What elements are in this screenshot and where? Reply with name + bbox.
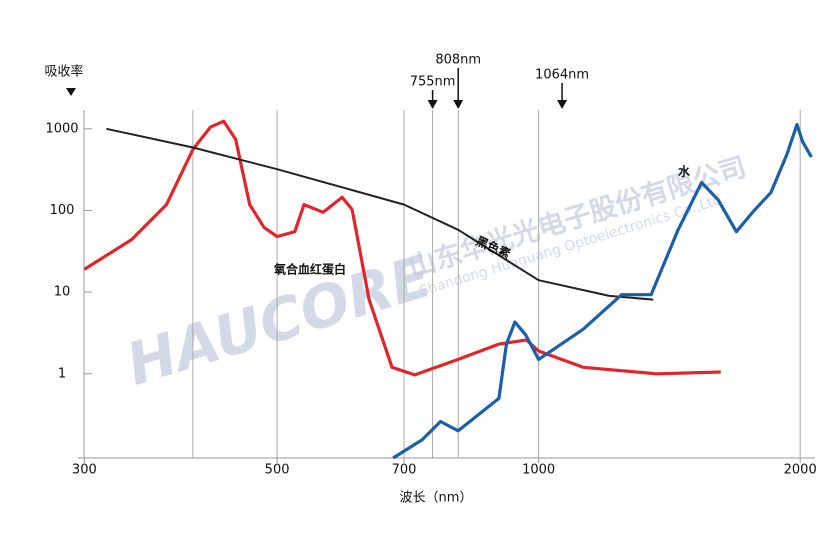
y-label-arrow: [66, 88, 76, 96]
y-tick-label: 100: [50, 203, 75, 218]
watermark: 山东华光光电子股份有限公司: [405, 151, 750, 284]
series-line: [106, 127, 654, 301]
marker-label: 1064nm: [535, 68, 589, 83]
series-line: [83, 119, 721, 377]
x-axis-label: 波长（nm）: [400, 491, 473, 506]
series-label: 氧合血红蛋白: [273, 262, 346, 277]
x-tick-label: 500: [265, 463, 290, 478]
marker-arrow: [557, 100, 568, 109]
marker-label: 755nm: [410, 75, 456, 90]
series-line: [392, 122, 813, 460]
x-tick-label: 700: [392, 463, 417, 478]
y-tick-label: 1: [58, 366, 66, 381]
series-label: 水: [678, 164, 691, 179]
x-tick-label: 2000: [784, 463, 817, 478]
y-tick-label: 1000: [45, 121, 78, 136]
y-axis-label: 吸收率: [44, 64, 83, 80]
marker-arrow: [453, 100, 464, 109]
marker-arrow: [427, 100, 438, 109]
x-tick-label: 1000: [522, 463, 555, 478]
y-tick-label: 10: [54, 285, 71, 300]
marker-label: 808nm: [435, 53, 481, 68]
x-tick-label: 300: [72, 463, 97, 478]
